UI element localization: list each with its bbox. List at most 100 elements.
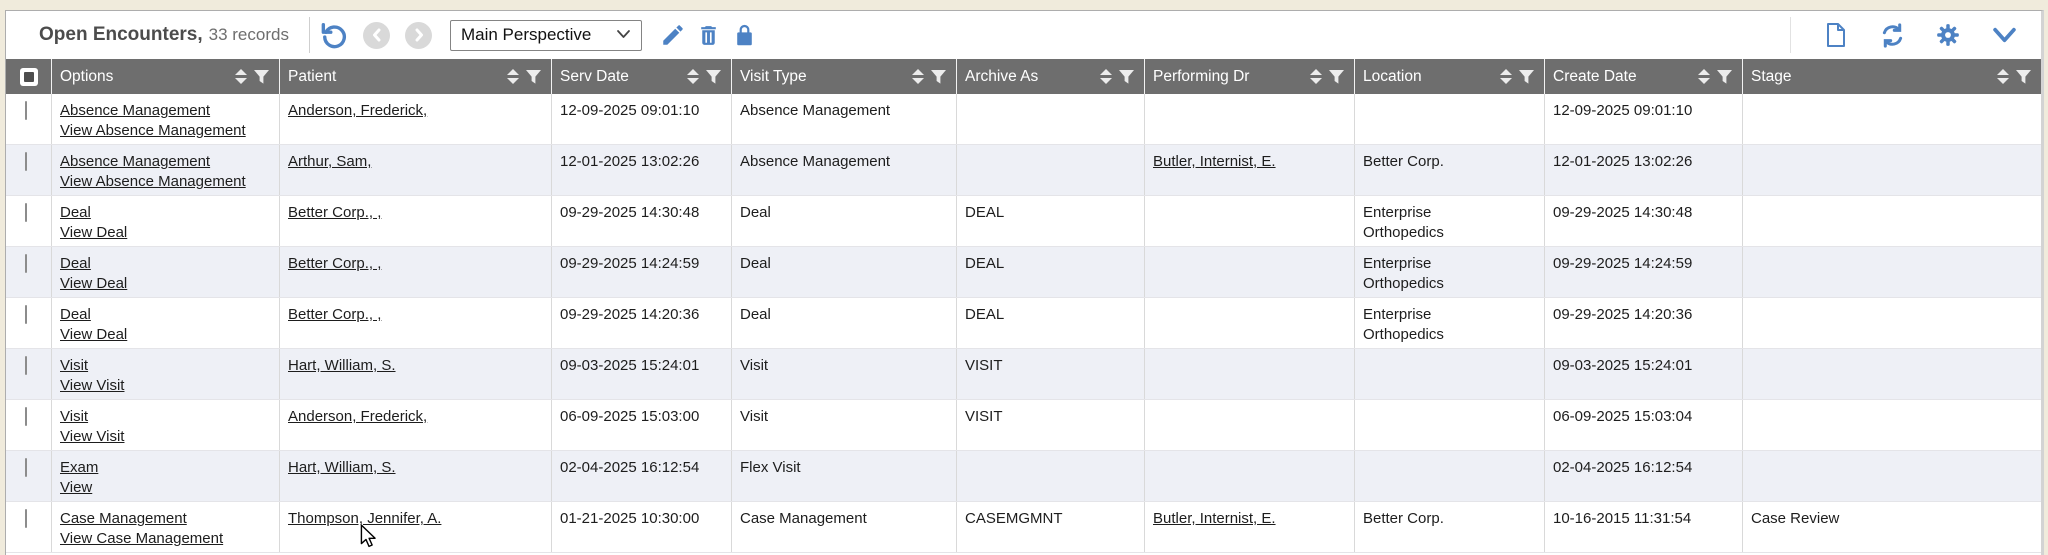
- patient-link[interactable]: Better Corp., ,: [288, 204, 382, 221]
- row-checkbox[interactable]: [25, 101, 27, 120]
- stage-cell: [1743, 145, 2041, 195]
- row-checkbox[interactable]: [25, 356, 27, 375]
- create-date-cell: 09-29-2025 14:20:36: [1545, 298, 1743, 348]
- option-action-link[interactable]: Deal: [60, 204, 91, 221]
- filter-funnel-icon[interactable]: [2016, 69, 2031, 84]
- option-action-link[interactable]: Visit: [60, 357, 89, 374]
- patient-link[interactable]: Thompson, Jennifer, A.: [288, 510, 442, 527]
- option-view-link[interactable]: View Absence Management: [60, 173, 246, 190]
- option-view-link[interactable]: View Visit: [60, 428, 125, 445]
- option-view-link[interactable]: View Deal: [60, 275, 128, 292]
- option-action-link[interactable]: Absence Management: [60, 153, 211, 170]
- options-cell: Deal View Deal: [52, 298, 280, 348]
- row-checkbox[interactable]: [25, 407, 27, 426]
- sort-icon[interactable]: [1100, 69, 1112, 84]
- sort-icon[interactable]: [507, 69, 519, 84]
- lock-icon: [732, 23, 757, 48]
- column-header-create-date[interactable]: Create Date: [1545, 59, 1743, 94]
- option-action-link[interactable]: Deal: [60, 306, 91, 323]
- column-label: Patient: [288, 67, 337, 85]
- option-view-link[interactable]: View Case Management: [60, 530, 224, 547]
- options-cell: Deal View Deal: [52, 196, 280, 246]
- edit-perspective-button[interactable]: [656, 18, 690, 52]
- create-date-cell: 02-04-2025 16:12:54: [1545, 451, 1743, 501]
- patient-link[interactable]: Anderson, Frederick,: [288, 102, 428, 119]
- perspective-selected-value: Main Perspective: [460, 25, 592, 44]
- filter-funnel-icon[interactable]: [254, 69, 269, 84]
- lock-perspective-button[interactable]: [728, 18, 762, 52]
- serv-date-cell: 02-04-2025 16:12:54: [552, 451, 732, 501]
- sort-icon[interactable]: [1310, 69, 1322, 84]
- serv-date-cell: 09-03-2025 15:24:01: [552, 349, 732, 399]
- filter-funnel-icon[interactable]: [1329, 69, 1344, 84]
- option-action-link[interactable]: Deal: [60, 255, 91, 272]
- new-record-button[interactable]: [1819, 18, 1853, 52]
- visit-type-cell: Deal: [732, 298, 957, 348]
- collapse-toolbar-button[interactable]: [1987, 18, 2021, 52]
- perspective-select[interactable]: Main Perspective: [449, 19, 642, 51]
- filter-funnel-icon[interactable]: [526, 69, 541, 84]
- patient-link[interactable]: Anderson, Frederick,: [288, 408, 428, 425]
- sort-icon[interactable]: [912, 69, 924, 84]
- column-header-serv-date[interactable]: Serv Date: [552, 59, 732, 94]
- column-header-archive-as[interactable]: Archive As: [957, 59, 1145, 94]
- option-action-link[interactable]: Absence Management: [60, 102, 211, 119]
- column-header-location[interactable]: Location: [1355, 59, 1545, 94]
- column-header-visit-type[interactable]: Visit Type: [732, 59, 957, 94]
- table-row: Absence Management View Absence Managemen…: [6, 94, 2041, 145]
- sort-icon[interactable]: [1997, 69, 2009, 84]
- option-action-link[interactable]: Visit: [60, 408, 89, 425]
- patient-link[interactable]: Hart, William, S.: [288, 357, 396, 374]
- filter-funnel-icon[interactable]: [706, 69, 721, 84]
- refresh-button[interactable]: [1875, 18, 1909, 52]
- option-view-link[interactable]: View: [60, 479, 93, 496]
- option-view-link[interactable]: View Deal: [60, 326, 128, 343]
- performing-dr-cell: [1145, 298, 1355, 348]
- column-header-stage[interactable]: Stage: [1743, 59, 2041, 94]
- row-checkbox[interactable]: [25, 458, 27, 477]
- column-header-performing-dr[interactable]: Performing Dr: [1145, 59, 1355, 94]
- option-action-link[interactable]: Case Management: [60, 510, 187, 527]
- patient-link[interactable]: Arthur, Sam,: [288, 153, 372, 170]
- filter-funnel-icon[interactable]: [931, 69, 946, 84]
- option-view-link[interactable]: View Deal: [60, 224, 128, 241]
- column-label: Location: [1363, 67, 1422, 85]
- filter-funnel-icon[interactable]: [1119, 69, 1134, 84]
- archive-as-cell: DEAL: [957, 247, 1145, 297]
- select-all-checkbox[interactable]: [19, 67, 38, 86]
- delete-perspective-button[interactable]: [692, 18, 726, 52]
- column-header-options[interactable]: Options: [52, 59, 280, 94]
- sort-icon[interactable]: [687, 69, 699, 84]
- sort-icon[interactable]: [1500, 69, 1512, 84]
- column-header-patient[interactable]: Patient: [280, 59, 552, 94]
- settings-button[interactable]: [1931, 18, 1965, 52]
- sort-icon[interactable]: [1698, 69, 1710, 84]
- row-select-cell: [6, 451, 52, 501]
- patient-link[interactable]: Better Corp., ,: [288, 255, 382, 272]
- sort-icon[interactable]: [235, 69, 247, 84]
- location-cell: [1355, 94, 1545, 144]
- page-title-text: Open Encounters,: [39, 24, 203, 45]
- patient-cell: Arthur, Sam,: [280, 145, 552, 195]
- table-row: Exam View Hart, William, S. 02-04-2025 16:1…: [6, 451, 2041, 502]
- filter-funnel-icon[interactable]: [1519, 69, 1534, 84]
- undo-button[interactable]: [318, 18, 352, 52]
- nav-back-button[interactable]: [360, 18, 394, 52]
- nav-forward-button[interactable]: [402, 18, 436, 52]
- visit-type-cell: Absence Management: [732, 94, 957, 144]
- row-checkbox[interactable]: [25, 152, 27, 171]
- table-row: Visit View Visit Hart, William, S. 09-03-20…: [6, 349, 2041, 400]
- patient-link[interactable]: Hart, William, S.: [288, 459, 396, 476]
- option-action-link[interactable]: Exam: [60, 459, 99, 476]
- option-view-link[interactable]: View Visit: [60, 377, 125, 394]
- row-checkbox[interactable]: [25, 305, 27, 324]
- row-checkbox[interactable]: [25, 254, 27, 273]
- performing-dr-link[interactable]: Butler, Internist, E.: [1153, 153, 1276, 170]
- patient-link[interactable]: Better Corp., ,: [288, 306, 382, 323]
- row-checkbox[interactable]: [25, 509, 27, 528]
- option-view-link[interactable]: View Absence Management: [60, 122, 246, 139]
- filter-funnel-icon[interactable]: [1717, 69, 1732, 84]
- location-cell: [1355, 400, 1545, 450]
- row-checkbox[interactable]: [25, 203, 27, 222]
- performing-dr-link[interactable]: Butler, Internist, E.: [1153, 510, 1276, 527]
